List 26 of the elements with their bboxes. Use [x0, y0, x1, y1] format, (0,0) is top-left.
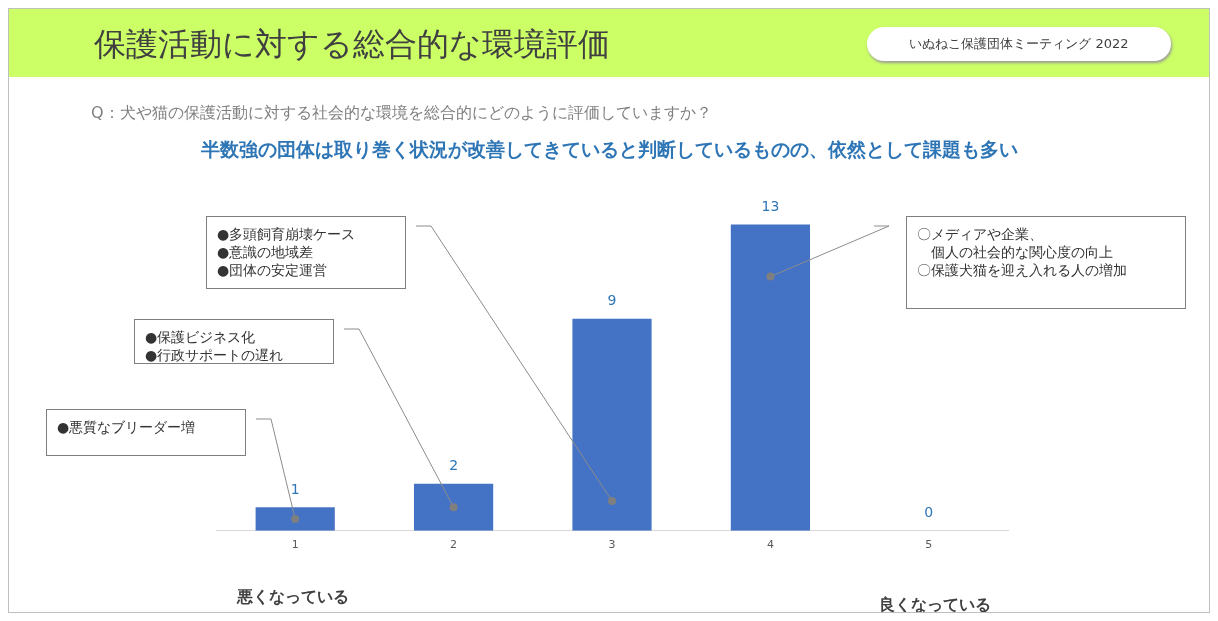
- bar: [572, 318, 652, 531]
- data-label: 13: [761, 198, 780, 215]
- annotation: ●多頭飼育崩壊ケース ●意識の地域差 ●団体の安定運営: [217, 225, 357, 279]
- annotation: 〇メディアや企業、個人の社会的な関心度の向上〇保護犬猫を迎え入れる人の増加: [917, 225, 1128, 279]
- x-tick-label: 5: [925, 538, 933, 552]
- callout-box: ●保護ビジネス化 ●行政サポートの遅れ: [134, 319, 334, 364]
- data-label: 1: [290, 480, 300, 497]
- data-label: 9: [607, 292, 617, 309]
- data-label: 0: [924, 504, 934, 521]
- annotation: ●保護ビジネス化 ●行政サポートの遅れ: [145, 328, 285, 364]
- callout-box: 〇メディアや企業、個人の社会的な関心度の向上〇保護犬猫を迎え入れる人の増加: [906, 216, 1186, 309]
- x-tick-label: 1: [291, 538, 299, 552]
- callout-box: ●悪質なブリーダー増: [46, 409, 246, 456]
- chart-subtitle: Q：犬や猫の保護活動に対する社会的な環境を総合的にどのように評価していますか？: [91, 103, 712, 124]
- callout-box: ●多頭飼育崩壊ケース ●意識の地域差 ●団体の安定運営: [206, 216, 406, 289]
- x-tick-label: 3: [608, 538, 616, 552]
- chart-title: 保護活動に対する総合的な環境評価: [94, 24, 610, 65]
- x-tick-label: 4: [766, 538, 774, 552]
- bar: [414, 483, 494, 531]
- text: 悪くなっている: [237, 587, 349, 608]
- bar: [255, 507, 335, 531]
- text: いぬねこ保護団体ミーティング 2022: [867, 27, 1171, 61]
- data-label: 2: [449, 457, 459, 474]
- bar: [730, 224, 810, 531]
- text: 半数強の団体は取り巻く状況が改善してきていると判断しているものの、依然として課題も多い: [199, 137, 1019, 162]
- x-tick-label: 2: [450, 538, 458, 552]
